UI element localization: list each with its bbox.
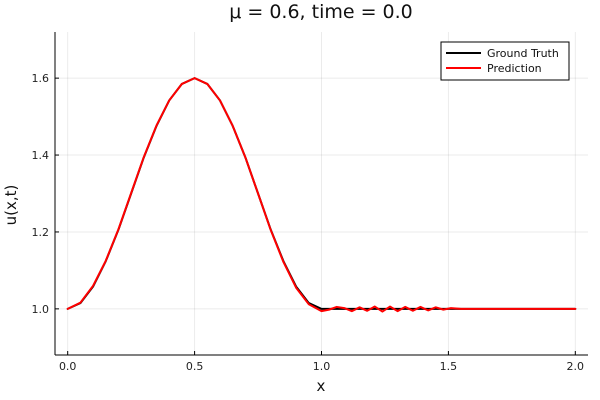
y-tick-label-3: 1.6 bbox=[32, 72, 50, 85]
legend-label-0: Ground Truth bbox=[487, 47, 559, 60]
x-tick-label-0: 0.0 bbox=[59, 360, 77, 373]
y-axis-title: u(x,t) bbox=[2, 185, 20, 226]
legend: Ground Truth Prediction bbox=[440, 41, 570, 81]
x-tick-label-4: 2.0 bbox=[567, 360, 585, 373]
y-tick-label-2: 1.4 bbox=[32, 149, 50, 162]
legend-box bbox=[440, 41, 570, 81]
series-line-1 bbox=[66, 77, 577, 313]
axes bbox=[54, 32, 588, 356]
series-layer bbox=[66, 77, 577, 313]
y-tick-label-1: 1.2 bbox=[32, 226, 50, 239]
x-tick-label-3: 1.5 bbox=[440, 360, 458, 373]
x-tick-label-2: 1.0 bbox=[313, 360, 331, 373]
tick-labels: 0.0 0.5 1.0 1.5 2.0 1.0 1.2 1.4 1.6 bbox=[32, 72, 585, 373]
x-tick-label-1: 0.5 bbox=[186, 360, 204, 373]
x-axis-title: x bbox=[317, 377, 326, 395]
legend-label-1: Prediction bbox=[487, 62, 542, 75]
chart-title: μ = 0.6, time = 0.0 bbox=[229, 1, 413, 23]
y-tick-label-0: 1.0 bbox=[32, 303, 50, 316]
